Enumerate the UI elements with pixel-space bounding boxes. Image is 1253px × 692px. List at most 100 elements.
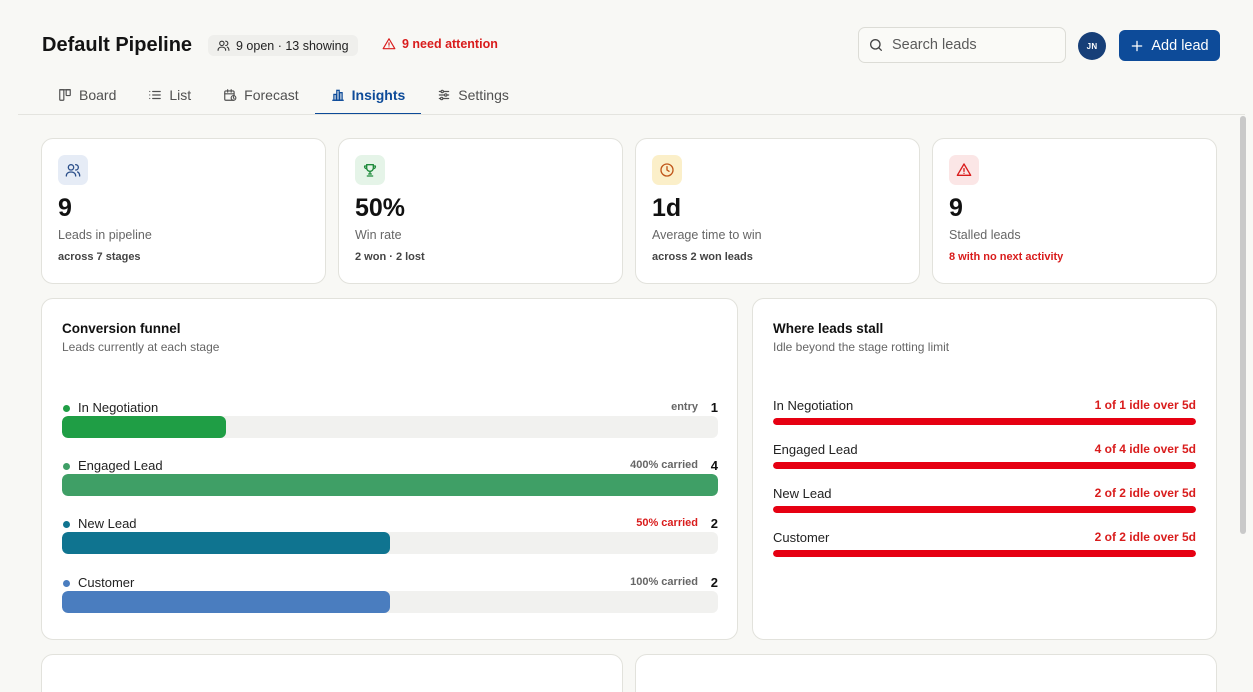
add-lead-label: Add lead: [1151, 37, 1209, 54]
tab-forecast[interactable]: Forecast: [207, 76, 314, 114]
funnel-bar-track: [62, 416, 718, 438]
stage-carried: 50% carried: [636, 517, 698, 529]
stage-dot: [63, 405, 70, 412]
idle-count: 1 of 1 idle over 5d: [1094, 398, 1196, 412]
stall-bar: [773, 550, 1196, 557]
page-header: Default Pipeline 9 open · 13 showing 9 n…: [0, 0, 1253, 116]
tab-list[interactable]: List: [132, 76, 207, 114]
panel-subtitle: Idle beyond the stage rotting limit: [773, 340, 950, 354]
attention-alert[interactable]: 9 need attention: [382, 37, 498, 51]
stage-count: 2: [710, 575, 718, 590]
stall-bar: [773, 418, 1196, 425]
view-tabs: Board List Forecast Insights Settings: [42, 76, 525, 116]
avatar[interactable]: JN: [1078, 32, 1106, 60]
warning-icon: [956, 163, 972, 176]
users-icon: [217, 40, 230, 51]
stage-count: 4: [710, 458, 718, 473]
stall-row[interactable]: In Negotiation 1 of 1 idle over 5d: [773, 398, 1196, 432]
stat-sub: 2 won · 2 lost: [355, 251, 425, 263]
tab-label: Settings: [458, 87, 509, 103]
search-input[interactable]: [892, 37, 1052, 53]
tab-settings[interactable]: Settings: [421, 76, 525, 114]
stage-count: 2: [710, 516, 718, 531]
stat-value: 50%: [355, 194, 406, 222]
stage-name: In Negotiation: [78, 400, 159, 415]
tab-label: Forecast: [244, 87, 299, 103]
funnel-bar-track: [62, 532, 718, 554]
stage-name: Engaged Lead: [773, 442, 858, 457]
tab-insights[interactable]: Insights: [314, 76, 422, 115]
funnel-row[interactable]: Customer 100% carried 2: [62, 575, 718, 625]
stage-dot: [63, 580, 70, 587]
funnel-bar: [62, 474, 718, 496]
funnel-bar: [62, 591, 390, 613]
stage-carried: 400% carried: [630, 459, 698, 471]
stall-bar-track: [773, 550, 1196, 557]
stall-bar-track: [773, 462, 1196, 469]
stage-count: 1: [710, 400, 718, 415]
funnel-row[interactable]: In Negotiation entry 1: [62, 400, 718, 450]
funnel-bar-track: [62, 474, 718, 496]
stat-card-leads: 9 Leads in pipeline across 7 stages: [41, 138, 326, 284]
stat-value: 9: [58, 194, 72, 222]
conversion-funnel-panel: Conversion funnel Leads currently at eac…: [41, 298, 738, 640]
stage-name: Customer: [78, 575, 135, 590]
bar-chart-icon: [331, 89, 344, 101]
stat-label: Average time to win: [652, 228, 762, 242]
header-divider: [18, 114, 1245, 115]
next-panel-left: [41, 654, 623, 692]
page-title: Default Pipeline: [42, 34, 193, 56]
scrollbar[interactable]: [1240, 116, 1246, 534]
attention-text: 9 need attention: [402, 37, 498, 51]
stall-bar: [773, 462, 1196, 469]
search-box[interactable]: [858, 27, 1066, 63]
calendar-icon: [224, 89, 237, 101]
list-icon: [149, 90, 162, 100]
stall-row[interactable]: New Lead 2 of 2 idle over 5d: [773, 486, 1196, 520]
tab-board[interactable]: Board: [42, 76, 132, 114]
stat-sub: across 7 stages: [58, 251, 141, 263]
funnel-bar: [62, 532, 390, 554]
panel-subtitle: Leads currently at each stage: [62, 340, 220, 354]
idle-count: 2 of 2 idle over 5d: [1094, 486, 1196, 500]
stat-label: Stalled leads: [949, 228, 1021, 242]
stage-carried: 100% carried: [630, 576, 698, 588]
stage-name: New Lead: [78, 516, 137, 531]
stage-name: In Negotiation: [773, 398, 854, 413]
board-icon: [59, 89, 71, 101]
where-leads-stall-panel: Where leads stall Idle beyond the stage …: [752, 298, 1217, 640]
stall-bar-track: [773, 418, 1196, 425]
stat-sub: across 2 won leads: [652, 251, 753, 263]
stat-sub: 8 with no next activity: [949, 251, 1064, 263]
stat-value: 1d: [652, 194, 682, 222]
funnel-bar-track: [62, 591, 718, 613]
next-panel-right: [635, 654, 1217, 692]
users-icon: [65, 164, 81, 177]
funnel-row[interactable]: Engaged Lead 400% carried 4: [62, 458, 718, 508]
tab-label: Board: [79, 87, 117, 103]
stage-name: Engaged Lead: [78, 458, 163, 473]
panel-title: Conversion funnel: [62, 321, 181, 336]
stage-dot: [63, 463, 70, 470]
stall-row[interactable]: Customer 2 of 2 idle over 5d: [773, 530, 1196, 564]
funnel-row[interactable]: New Lead 50% carried 2: [62, 516, 718, 566]
stat-card-win-rate: 50% Win rate 2 won · 2 lost: [338, 138, 623, 284]
stat-value: 9: [949, 194, 963, 222]
stat-label: Leads in pipeline: [58, 228, 152, 242]
tab-label: Insights: [351, 87, 406, 103]
add-lead-button[interactable]: Add lead: [1119, 30, 1220, 61]
stat-icon-wrap: [58, 155, 88, 185]
stat-label: Win rate: [355, 228, 402, 242]
warning-icon: [382, 38, 396, 50]
stall-row[interactable]: Engaged Lead 4 of 4 idle over 5d: [773, 442, 1196, 476]
idle-count: 4 of 4 idle over 5d: [1094, 442, 1196, 456]
stat-card-stalled: 9 Stalled leads 8 with no next activity: [932, 138, 1217, 284]
plus-icon: [1132, 40, 1143, 51]
clock-icon: [660, 163, 674, 177]
stage-name: Customer: [773, 530, 830, 545]
count-badge: 9 open · 13 showing: [208, 35, 358, 56]
panel-title: Where leads stall: [773, 321, 884, 336]
stage-carried: entry: [671, 401, 698, 413]
stat-icon-wrap: [652, 155, 682, 185]
stall-bar: [773, 506, 1196, 513]
